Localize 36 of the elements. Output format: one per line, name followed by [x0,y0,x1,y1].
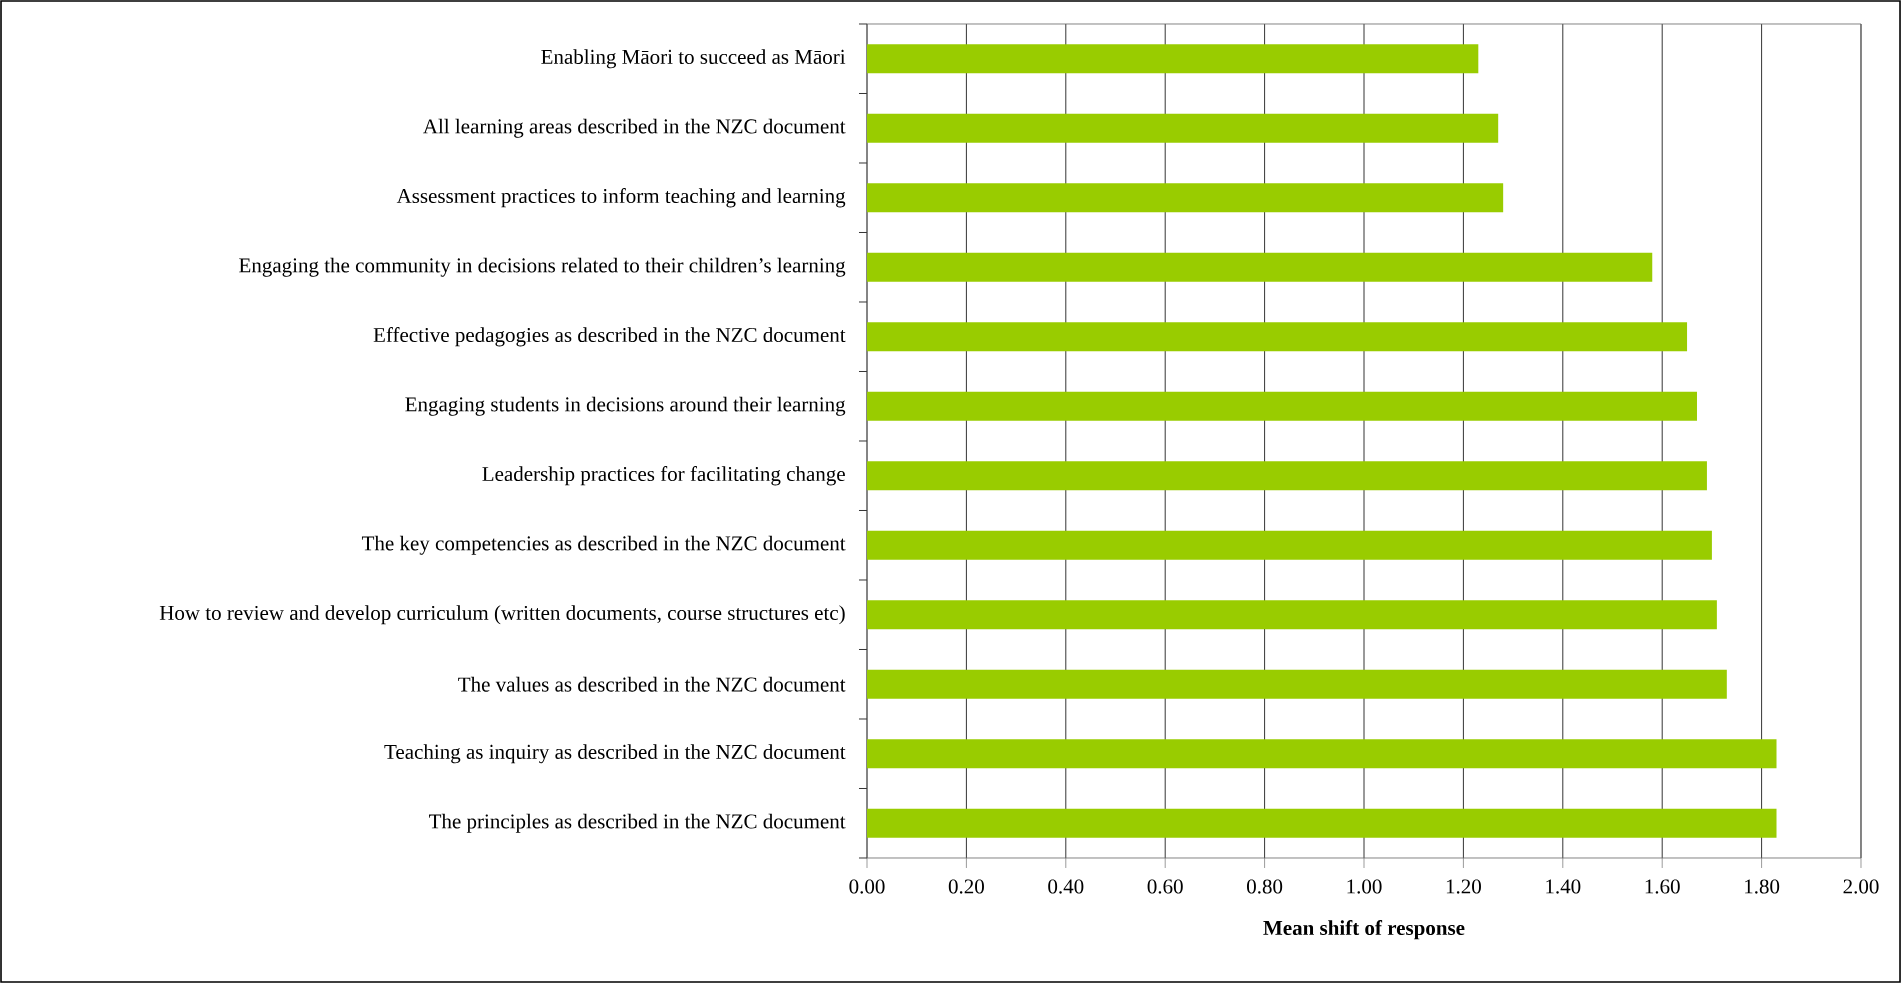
x-tick-label: 1.60 [1645,879,1680,894]
bar [867,600,1717,630]
x-tick-label: 0.20 [948,879,984,894]
y-tick-label: The values as described in the NZC document [458,676,846,692]
x-axis-title: Mean shift of response [1263,920,1465,940]
bar [867,322,1688,352]
y-tick-label: Effective pedagogies as described in the NZC document [373,327,846,347]
x-tick-label: 0.00 [849,879,885,894]
x-tick-label: 1.40 [1546,879,1581,894]
y-tick-label: The principles as described in the NZC document [429,813,846,833]
y-tick-label: How to review and develop curriculum (written documents, course structures etc) [159,605,845,625]
x-tick-label: 1.00 [1347,879,1382,894]
y-tick-label: All learning areas described in the NZC document [423,118,846,138]
bar [867,252,1653,282]
x-tick-label: 0.40 [1048,879,1084,894]
y-tick-label: Enabling Māori to succeed as Māori [541,49,846,69]
bar [867,530,1712,560]
y-tick-label: Leadership practices for facilitating change [482,466,845,486]
x-tick-label: 2.00 [1843,879,1879,894]
y-tick-label: Teaching as inquiry as described in the NZC document [384,744,846,764]
bar [867,461,1707,491]
y-tick-label: Assessment practices to inform teaching and learning [396,188,846,208]
y-tick-label: Engaging the community in decisions related to their children’s learning [239,257,846,277]
bar [867,183,1504,213]
x-tick-label: 1.80 [1745,879,1780,894]
x-tick-label: 1.20 [1446,879,1481,894]
bar [867,44,1479,74]
bar [867,669,1727,699]
bar [867,739,1777,769]
x-tick-label: 0.60 [1147,879,1183,894]
y-tick-label: Engaging students in decisions around their learning [405,396,846,416]
x-tick-label: 0.80 [1247,879,1283,894]
y-tick-label: The key competencies as described in the NZC document [361,535,846,555]
bar [867,391,1697,421]
bar [867,113,1499,143]
bar [867,808,1777,838]
